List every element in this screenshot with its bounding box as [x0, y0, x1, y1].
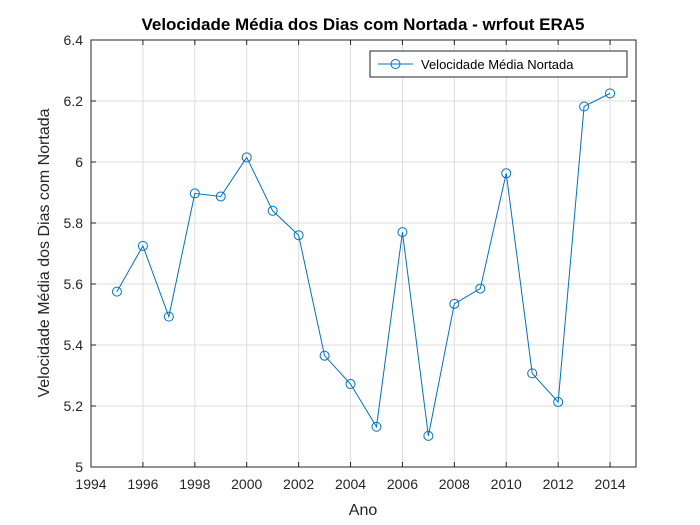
- y-tick-label: 5.4: [64, 337, 84, 353]
- data-point-2011: [527, 368, 538, 379]
- data-point-2009: [475, 283, 486, 294]
- data-point-2002: [293, 230, 304, 241]
- data-point-1997: [163, 311, 174, 322]
- data-point-2004: [345, 379, 356, 390]
- chart-title: Velocidade Média dos Dias com Nortada - …: [141, 15, 584, 34]
- data-point-2014: [605, 88, 616, 99]
- x-tick-label: 2008: [439, 476, 470, 492]
- axis-ticks: 1994 1996 1998 2000 2002 2004 2006 2008 2010 2012…: [64, 32, 636, 492]
- legend-circle-marker: [390, 59, 401, 69]
- x-tick-label: 2000: [231, 476, 262, 492]
- data-point-2001: [267, 205, 278, 216]
- data-point-2003: [319, 350, 330, 361]
- x-tick-label: 2002: [283, 476, 314, 492]
- data-point-2010: [501, 168, 512, 179]
- x-tick-label: 2012: [543, 476, 574, 492]
- data-point-2000: [241, 152, 252, 163]
- data-point-2013: [579, 101, 590, 112]
- legend: Velocidade Média Nortada: [369, 50, 628, 78]
- y-tick-label: 5.2: [64, 398, 84, 414]
- y-tick-label: 5: [75, 459, 83, 475]
- data-point-1995: [111, 286, 122, 297]
- legend-entry-label: Velocidade Média Nortada: [421, 57, 574, 72]
- data-point-2005: [371, 421, 382, 432]
- x-tick-label: 2004: [335, 476, 366, 492]
- data-point-1996: [137, 240, 148, 251]
- data-point-2012: [553, 397, 564, 408]
- series-line: [116, 92, 611, 436]
- grid: [90, 39, 636, 468]
- x-tick-label: 1994: [75, 476, 106, 492]
- y-axis-label: Velocidade Média dos Dias com Nortada: [36, 108, 53, 397]
- y-tick-label: 6.4: [64, 32, 84, 48]
- x-axis-label: Ano: [349, 502, 378, 519]
- x-tick-label: 2006: [387, 476, 418, 492]
- data-point-1999: [215, 191, 226, 202]
- plot-area-frame: [90, 39, 637, 468]
- x-tick-label: 2014: [594, 476, 625, 492]
- x-tick-label: 1996: [127, 476, 158, 492]
- data-point-2007: [423, 430, 434, 441]
- y-tick-label: 5.8: [64, 215, 84, 231]
- data-point-2008: [449, 298, 460, 309]
- x-tick-label: 2010: [491, 476, 522, 492]
- x-tick-label: 1998: [179, 476, 210, 492]
- y-tick-label: 5.6: [64, 276, 84, 292]
- y-tick-label: 6: [75, 154, 83, 170]
- y-tick-label: 6.2: [64, 93, 84, 109]
- data-point-2006: [397, 227, 408, 238]
- series-layer: [111, 88, 616, 441]
- data-point-1998: [189, 188, 200, 199]
